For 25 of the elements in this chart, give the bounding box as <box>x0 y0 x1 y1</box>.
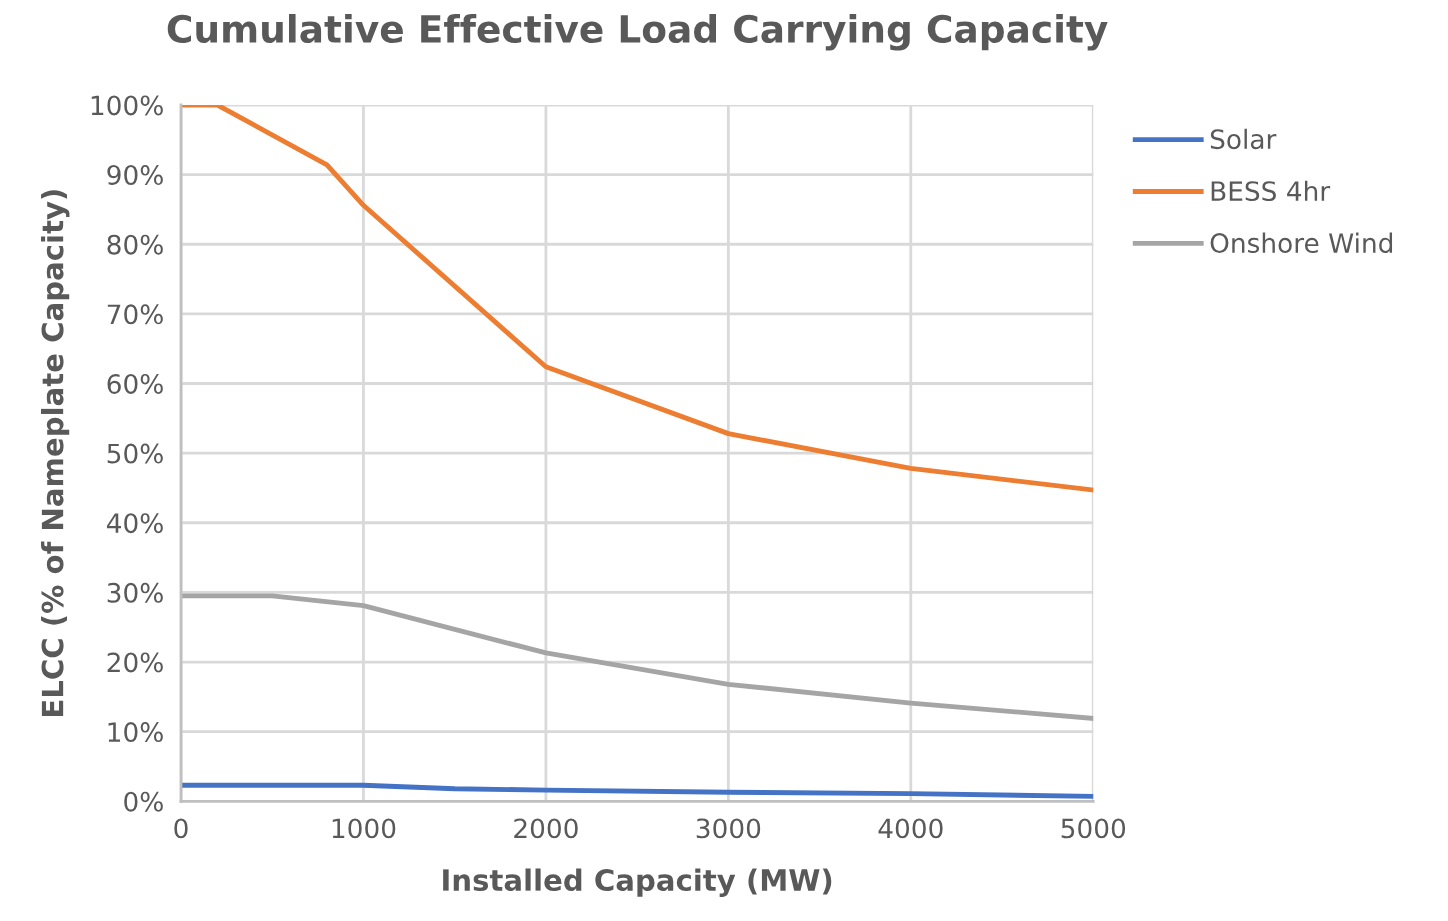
x-tick-label: 4000 <box>878 818 943 839</box>
legend-label: Onshore Wind <box>1210 232 1393 254</box>
y-tick-label: 20% <box>107 652 163 673</box>
y-tick-label: 100% <box>91 95 163 116</box>
x-tick-label: 5000 <box>1061 818 1126 839</box>
line-series <box>181 782 1094 799</box>
y-tick-label: 30% <box>107 582 163 603</box>
y-tick-label: 90% <box>107 165 163 186</box>
x-tick-label: 0 <box>174 818 188 839</box>
y-axis-title: ELCC (% of Nameplate Capacity) <box>40 190 70 716</box>
x-tick-label: 3000 <box>696 818 761 839</box>
y-tick-label: 60% <box>107 373 163 394</box>
y-tick-label: 0% <box>124 791 163 812</box>
y-tick-label: 80% <box>107 234 163 255</box>
y-tick-label: 50% <box>107 443 163 464</box>
legend-label: BESS 4hr <box>1211 180 1331 202</box>
line-series <box>181 593 1094 721</box>
y-tick-label: 70% <box>107 304 163 325</box>
legend-label: Solar <box>1210 128 1277 150</box>
y-tick-label: 10% <box>108 722 163 743</box>
x-tick-label: 1000 <box>332 818 396 839</box>
x-tick-label: 2000 <box>514 818 578 839</box>
y-tick-label: 40% <box>106 513 163 534</box>
chart-title: Cumulative Effective Load Carrying Capacity <box>167 14 1108 51</box>
x-axis-title: Installed Capacity (MW) <box>443 868 832 897</box>
